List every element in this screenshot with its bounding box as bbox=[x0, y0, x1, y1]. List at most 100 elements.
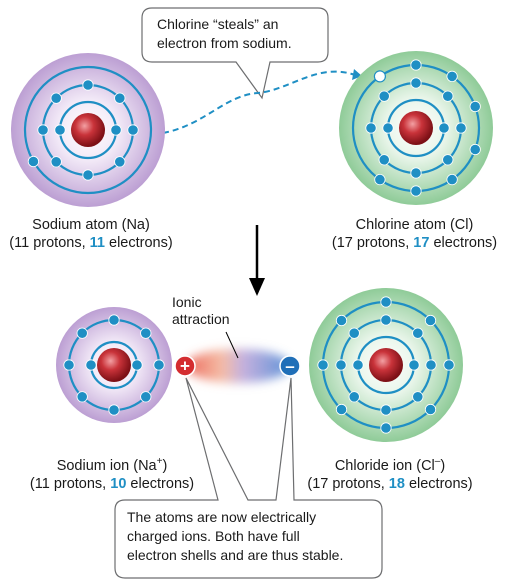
electron bbox=[131, 359, 143, 371]
chlorine-atom bbox=[339, 51, 493, 205]
electron bbox=[442, 90, 454, 102]
electron bbox=[380, 404, 392, 416]
chlorine-atom-details: (17 protons, 17 electrons) bbox=[331, 235, 498, 251]
callout-top-line2: electron from sodium. bbox=[157, 35, 292, 51]
electron bbox=[446, 70, 458, 83]
electron bbox=[438, 122, 450, 134]
nucleus bbox=[399, 111, 433, 145]
ionic-label-line1: Ionic bbox=[172, 294, 202, 310]
svg-text:+: + bbox=[180, 357, 190, 376]
electron bbox=[424, 314, 437, 327]
electron bbox=[442, 154, 454, 166]
plus-charge-badge: + bbox=[174, 355, 196, 377]
chloride-ion-label: Chloride ion (Cl–) (17 protons, 18 elect… bbox=[294, 453, 486, 493]
electron bbox=[108, 314, 120, 326]
ionic-label-pointer bbox=[225, 331, 239, 359]
sodium-atom bbox=[11, 53, 165, 207]
electron bbox=[335, 359, 347, 371]
minus-charge-badge: – bbox=[279, 355, 301, 377]
electron bbox=[410, 185, 422, 197]
electron bbox=[425, 359, 437, 371]
electron bbox=[37, 124, 49, 136]
electron bbox=[374, 173, 386, 186]
nucleus bbox=[97, 348, 131, 382]
electron bbox=[140, 391, 152, 403]
nucleus bbox=[369, 348, 403, 382]
ionic-attraction-label: Ionic attraction bbox=[172, 294, 230, 328]
callout-bottom-text: The atoms are now electrically charged i… bbox=[127, 508, 343, 565]
electron bbox=[469, 143, 481, 156]
sodium-ion-label: Sodium ion (Na+) (11 protons, 10 electro… bbox=[12, 453, 212, 493]
electron bbox=[85, 359, 97, 371]
chloride-ion-electron-count: 18 bbox=[388, 475, 405, 492]
nucleus bbox=[71, 113, 105, 147]
svg-text:–: – bbox=[285, 357, 294, 376]
electron bbox=[378, 154, 390, 166]
sodium-ion-electron-count: 10 bbox=[110, 475, 127, 492]
electron bbox=[410, 167, 422, 179]
sodium-ion-charge: + bbox=[156, 456, 163, 467]
electron bbox=[378, 90, 390, 102]
transfer-arrowhead bbox=[352, 69, 362, 80]
electron bbox=[424, 403, 437, 416]
sodium-ion-name: Sodium ion (Na+) bbox=[56, 456, 168, 474]
electron-transfer-path bbox=[162, 70, 356, 134]
electron bbox=[410, 59, 422, 71]
electron-shell bbox=[23, 65, 153, 195]
callout-bottom-line2: charged ions. Both have full bbox=[127, 528, 300, 544]
electron bbox=[82, 79, 94, 91]
electron bbox=[140, 327, 152, 339]
electron bbox=[108, 404, 120, 416]
electron bbox=[469, 100, 481, 113]
electron bbox=[412, 391, 424, 403]
sodium-atom-details: (11 protons, 11 electrons) bbox=[9, 235, 173, 251]
reaction-arrow bbox=[249, 225, 265, 296]
callout-bottom bbox=[114, 377, 383, 579]
electron bbox=[110, 124, 122, 136]
electron bbox=[50, 92, 62, 104]
empty-electron-slot bbox=[373, 70, 387, 83]
electron bbox=[335, 403, 348, 416]
electron bbox=[348, 391, 360, 403]
electron bbox=[455, 122, 467, 134]
sodium-atom-label: Sodium atom (Na) (11 protons, 11 electro… bbox=[0, 216, 182, 252]
electron bbox=[408, 359, 420, 371]
chlorine-atom-label: Chlorine atom (Cl) (17 protons, 17 elect… bbox=[320, 216, 509, 252]
sodium-atom-electron-count: 11 bbox=[89, 235, 105, 251]
chlorine-atom-electron-count: 17 bbox=[413, 235, 430, 251]
electron bbox=[127, 124, 139, 136]
electron bbox=[443, 359, 455, 371]
electron bbox=[380, 314, 392, 326]
electron bbox=[380, 422, 392, 434]
electron bbox=[380, 296, 392, 308]
electron bbox=[348, 327, 360, 339]
electron bbox=[382, 122, 394, 134]
ionic-attraction-glow bbox=[186, 349, 290, 383]
chloride-ion-charge: – bbox=[434, 456, 441, 467]
chloride-ion bbox=[309, 288, 463, 442]
chloride-ion-name: Chloride ion (Cl–) bbox=[334, 456, 446, 474]
chlorine-atom-name: Chlorine atom (Cl) bbox=[355, 217, 474, 233]
electron bbox=[54, 124, 66, 136]
sodium-ion-details: (11 protons, 10 electrons) bbox=[29, 475, 195, 492]
electron bbox=[317, 359, 329, 371]
electron bbox=[446, 173, 458, 186]
callout-top-line1: Chlorine “steals” an bbox=[157, 16, 279, 32]
electron bbox=[76, 391, 88, 403]
electron bbox=[50, 156, 62, 168]
electron bbox=[410, 77, 422, 89]
chloride-ion-details: (17 protons, 18 electrons) bbox=[307, 475, 473, 492]
electron bbox=[27, 155, 40, 168]
callout-bottom-line1: The atoms are now electrically bbox=[127, 509, 317, 525]
electron bbox=[114, 92, 126, 104]
electron bbox=[352, 359, 364, 371]
electron bbox=[365, 122, 377, 134]
electron bbox=[412, 327, 424, 339]
electron bbox=[63, 359, 75, 371]
callout-top-text: Chlorine “steals” an electron from sodiu… bbox=[157, 15, 292, 53]
electron bbox=[335, 314, 348, 327]
callout-top bbox=[141, 7, 329, 100]
electron bbox=[114, 156, 126, 168]
electron bbox=[153, 359, 165, 371]
